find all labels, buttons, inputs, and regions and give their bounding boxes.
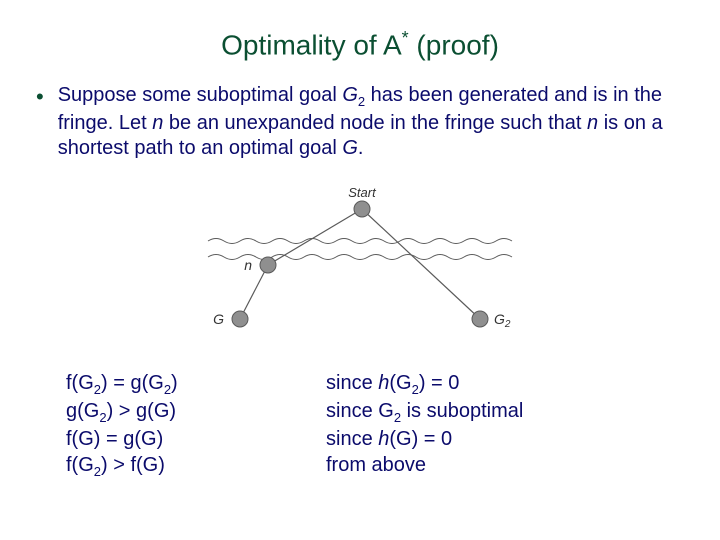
proof-left-line: f(G2) > f(G)	[66, 452, 326, 480]
bullet-n: n	[152, 112, 163, 134]
bullet-g2-g: G	[342, 84, 358, 106]
slide-title: Optimality of A* (proof)	[30, 28, 690, 61]
proof-block: f(G2) = g(G2)g(G2) > g(G)f(G) = g(G)f(G2…	[66, 370, 670, 481]
proof-right-line: since G2 is suboptimal	[326, 398, 670, 426]
diagram: Start n G G2	[30, 179, 690, 344]
title-sup: *	[402, 28, 409, 48]
bullet-g: G	[342, 137, 358, 159]
bullet-seg3: be an unexpanded node in the fringe such…	[163, 112, 587, 134]
title-pre: Optimality of A	[221, 29, 402, 60]
proof-right-line: since h(G) = 0	[326, 426, 670, 452]
proof-right-line: since h(G2) = 0	[326, 370, 670, 398]
bullet-dot: •	[36, 83, 44, 111]
svg-text:G2: G2	[494, 311, 511, 330]
proof-left-col: f(G2) = g(G2)g(G2) > g(G)f(G) = g(G)f(G2…	[66, 370, 326, 481]
proof-right-line: from above	[326, 452, 670, 478]
bullet-seg5: .	[358, 137, 364, 159]
svg-text:Start: Start	[348, 185, 377, 200]
bullet-text: Suppose some suboptimal goal G2 has been…	[58, 83, 680, 160]
proof-left-line: g(G2) > g(G)	[66, 398, 326, 426]
bullet-item: • Suppose some suboptimal goal G2 has be…	[40, 83, 680, 160]
proof-left-line: f(G2) = g(G2)	[66, 370, 326, 398]
proof-left-line: f(G) = g(G)	[66, 426, 326, 452]
svg-text:G: G	[213, 311, 224, 327]
bullet-seg1: Suppose some suboptimal goal	[58, 84, 343, 106]
bullet-n2: n	[587, 112, 598, 134]
title-post: (proof)	[409, 29, 499, 60]
proof-right-col: since h(G2) = 0since G2 is suboptimalsin…	[326, 370, 670, 481]
tree-diagram: Start n G G2	[180, 179, 540, 339]
slide: Optimality of A* (proof) • Suppose some …	[0, 0, 720, 540]
svg-text:n: n	[244, 257, 252, 273]
